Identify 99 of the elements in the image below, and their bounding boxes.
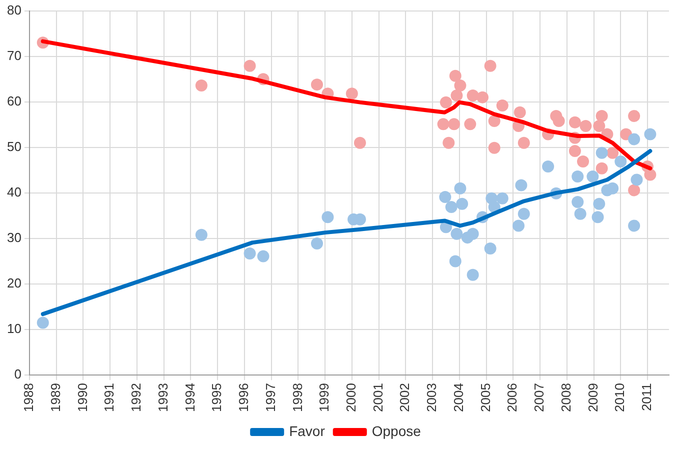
y-tick-label: 30 <box>6 230 22 246</box>
point <box>593 198 606 210</box>
y-tick-label: 20 <box>6 276 22 291</box>
point <box>244 60 256 72</box>
point <box>244 248 256 260</box>
x-tick-label: 1998 <box>290 383 305 412</box>
point <box>466 268 479 281</box>
x-tick-label: 2010 <box>612 383 628 412</box>
point <box>614 156 627 168</box>
point <box>450 228 463 240</box>
point <box>310 78 323 91</box>
point <box>514 106 526 118</box>
x-tick-label: 1991 <box>102 383 117 412</box>
point <box>484 242 496 254</box>
point <box>476 91 489 104</box>
point <box>606 182 619 194</box>
x-tick-label: 2003 <box>424 383 440 412</box>
point <box>310 237 323 250</box>
point <box>346 88 358 100</box>
point <box>448 118 460 130</box>
point <box>577 156 590 168</box>
point <box>518 136 530 149</box>
x-tick-label: 1999 <box>316 383 332 412</box>
legend-label: Oppose <box>372 422 422 439</box>
x-tick-label: 1995 <box>209 383 224 412</box>
x-tick-label: 1993 <box>155 383 170 412</box>
point <box>574 208 586 220</box>
point <box>484 60 496 72</box>
point <box>630 174 643 186</box>
legend-label: Favor <box>289 422 326 439</box>
point <box>596 162 608 174</box>
point <box>606 146 619 159</box>
point <box>644 128 656 140</box>
point <box>488 142 500 154</box>
x-tick-label: 2009 <box>585 383 600 412</box>
point <box>512 220 525 232</box>
point <box>518 208 530 220</box>
point <box>628 184 640 196</box>
point <box>449 70 462 82</box>
point <box>628 133 640 146</box>
point <box>568 116 581 128</box>
point <box>496 100 508 112</box>
point <box>454 182 466 194</box>
point <box>496 192 508 204</box>
x-tick-label: 2004 <box>450 383 466 412</box>
y-tick-label: 50 <box>6 138 22 154</box>
x-tick-label: 1996 <box>236 383 252 412</box>
point <box>515 179 528 192</box>
point <box>552 114 565 127</box>
x-tick-label: 2001 <box>370 383 386 412</box>
point <box>449 255 462 268</box>
point <box>439 191 452 204</box>
point <box>586 170 599 183</box>
point <box>596 110 608 122</box>
x-tick-label: 2002 <box>397 383 412 412</box>
x-tick-label: 1992 <box>128 383 144 412</box>
point <box>442 136 455 149</box>
point <box>456 198 468 210</box>
point <box>628 110 640 122</box>
x-tick-label: 1997 <box>262 383 278 412</box>
point <box>440 96 452 108</box>
x-tick-label: 2011 <box>639 383 654 412</box>
x-tick-label: 2006 <box>504 383 520 412</box>
point <box>195 228 208 241</box>
point <box>592 211 604 224</box>
x-tick-label: 1990 <box>74 383 90 412</box>
point <box>464 118 476 130</box>
point <box>568 145 581 158</box>
x-tick-label: 2000 <box>343 383 358 412</box>
x-tick-label: 1988 <box>21 383 36 412</box>
point <box>466 228 479 240</box>
x-tick-label: 2005 <box>478 383 493 412</box>
y-tick-label: 70 <box>6 48 22 63</box>
point <box>596 146 608 159</box>
y-tick-label: 80 <box>6 2 22 18</box>
point <box>450 89 463 102</box>
y-tick-label: 40 <box>6 184 22 200</box>
x-tick-label: 1994 <box>182 383 198 412</box>
y-tick-label: 0 <box>14 366 22 382</box>
point <box>572 170 584 183</box>
point <box>572 196 584 208</box>
point <box>36 316 49 329</box>
point <box>628 220 640 232</box>
point <box>257 250 270 262</box>
y-tick-label: 60 <box>6 93 22 108</box>
point <box>488 114 500 127</box>
point <box>593 120 606 132</box>
point <box>195 79 208 92</box>
point <box>322 211 334 224</box>
point <box>437 118 450 130</box>
point <box>354 136 366 149</box>
point <box>445 201 458 214</box>
x-tick-label: 2007 <box>532 383 547 412</box>
point <box>454 79 466 92</box>
point <box>580 120 592 132</box>
y-tick-label: 10 <box>6 321 22 336</box>
x-tick-label: 2008 <box>558 383 574 412</box>
point <box>542 160 554 173</box>
x-tick-label: 1989 <box>48 383 63 412</box>
